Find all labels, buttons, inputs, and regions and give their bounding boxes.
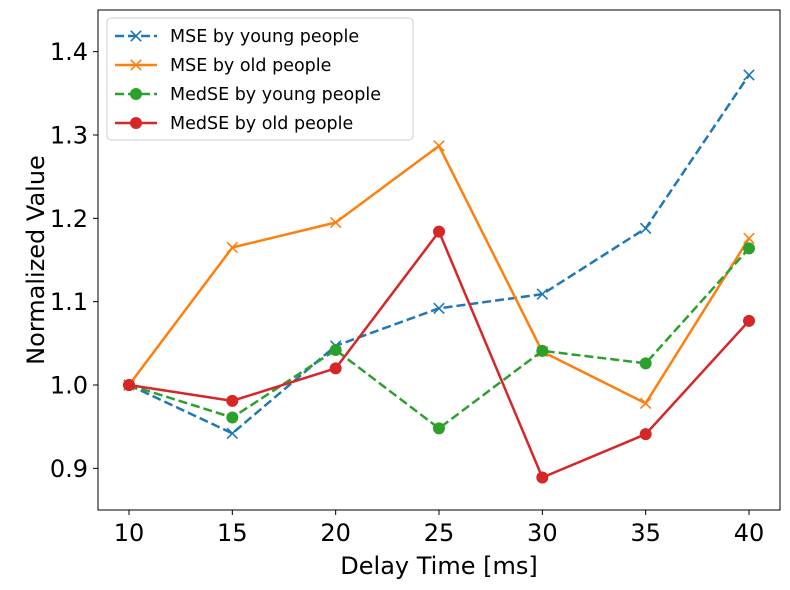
data-point-stroke-b [433,140,445,152]
data-point-stroke-b [639,397,652,410]
data-point [639,357,652,370]
legend-marker [130,59,142,71]
legend-marker [130,88,142,100]
series-4 [123,225,755,484]
data-point [639,222,652,235]
data-point [226,241,239,254]
data-point [743,242,755,255]
y-tick-label: 1.3 [50,122,88,150]
data-point [536,288,549,300]
data-point [329,216,342,229]
legend-label: MedSE by young people [170,85,381,105]
data-point [639,397,652,410]
data-point [123,379,135,391]
data-point [433,225,445,238]
data-point [743,314,755,327]
data-point-stroke-b [329,216,342,229]
x-tick-label: 10 [114,519,145,547]
legend-marker-stroke-b [130,59,142,71]
data-point [743,232,755,245]
data-point-stroke-b [226,427,239,440]
legend-entry-1: MSE by young people [115,27,359,47]
data-point-stroke-b [639,222,652,235]
series-line [128,144,751,405]
data-point [226,394,239,407]
x-tick-label: 40 [734,519,765,547]
data-point [226,427,239,440]
x-tick-label: 35 [630,519,661,547]
data-point-stroke-b [536,288,549,300]
data-point [433,422,445,435]
series-line [128,230,750,479]
x-tick-label: 20 [320,519,351,547]
legend-marker-stroke-b [130,30,142,42]
data-point-stroke-b [433,302,445,315]
x-tick-label: 30 [527,519,558,547]
legend-label: MedSE by old people [170,114,353,134]
data-point [536,471,549,484]
y-tick-label: 0.9 [50,455,88,483]
data-point [433,140,445,152]
axes: 10 15 20 25 30 35 40 0.9 1.0 1.1 1.2 1.3 1.4 [50,9,781,547]
y-tick-label: 1.4 [50,38,88,66]
series-3 [123,242,755,435]
data-point [226,411,239,424]
series-line [128,247,750,430]
legend-entry-4: MedSE by old people [115,114,353,134]
y-tick-label: 1.0 [50,372,88,400]
y-tick-label: 1.2 [50,205,88,233]
y-axis-label: Normalized Value [22,155,50,365]
x-tick-label: 15 [217,519,248,547]
data-point-stroke-b [743,69,755,81]
legend-label: MSE by old people [170,56,331,76]
y-tick-label: 1.1 [50,288,88,316]
data-point [536,344,549,357]
x-tick-label: 25 [424,519,455,547]
series-2 [123,140,755,410]
data-point [433,302,445,315]
legend-label: MSE by young people [170,27,359,47]
x-axis-label: Delay Time [ms] [340,552,537,580]
legend-entry-3: MedSE by young people [115,85,381,105]
data-point-stroke-b [743,232,755,245]
plot-area [123,69,755,484]
legend-marker [130,117,142,129]
legend-marker [130,30,142,42]
legend-box [106,17,414,141]
data-point-stroke-b [226,241,239,254]
data-point [329,344,342,356]
legend: MSE by young people MSE by old people MedS… [106,17,414,141]
data-point [639,428,652,441]
data-point [743,69,755,81]
data-point [329,362,342,375]
legend-entry-2: MSE by old people [115,56,331,76]
